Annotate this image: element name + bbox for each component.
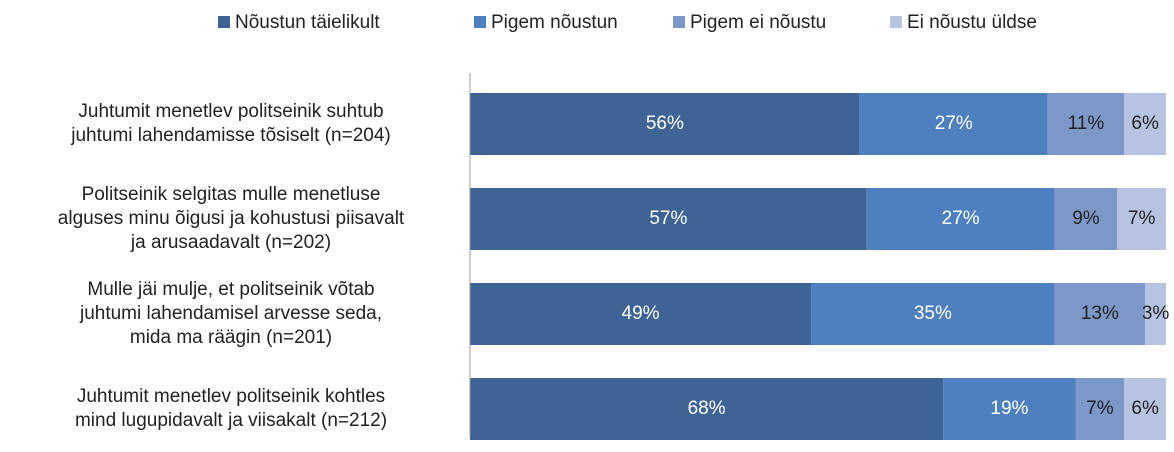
- data-label: 3%: [1142, 303, 1170, 324]
- data-label: 6%: [1131, 113, 1159, 134]
- legend-swatch: [673, 16, 685, 28]
- data-label: 56%: [646, 113, 684, 134]
- bar-segment: [470, 283, 812, 345]
- legend-swatch: [890, 16, 902, 28]
- category-label: Juhtumit menetlev politseinik kohtles mi…: [74, 386, 388, 431]
- bar-segment: [1047, 93, 1125, 155]
- bar-segment: [1124, 93, 1166, 155]
- data-label: 27%: [935, 113, 973, 134]
- data-label: 57%: [649, 208, 687, 229]
- data-label: 7%: [1086, 398, 1114, 419]
- bar-segment: [943, 378, 1076, 440]
- category-label: Mulle jäi mulje, et politseinik võtab ju…: [79, 279, 383, 348]
- data-label: 11%: [1068, 113, 1105, 134]
- data-label: 9%: [1072, 208, 1100, 229]
- data-label: 27%: [942, 208, 980, 229]
- bar-segment: [470, 188, 867, 250]
- category-label: Politseinik selgitas mulle menetluse alg…: [57, 184, 405, 253]
- bar-segment: [1075, 378, 1125, 440]
- data-label: 7%: [1128, 208, 1156, 229]
- data-label: 6%: [1131, 398, 1159, 419]
- category-label: Juhtumit menetlev politseinik suhtub juh…: [71, 101, 391, 146]
- bar-segment: [470, 378, 944, 440]
- legend-label: Pigem nõustun: [491, 12, 618, 33]
- bar-segment: [1054, 283, 1146, 345]
- bar-segment: [1145, 283, 1166, 345]
- legend-swatch: [218, 16, 230, 28]
- legend-label: Pigem ei nõustu: [690, 12, 826, 33]
- bar-segment: [470, 93, 860, 155]
- data-label: 49%: [622, 303, 660, 324]
- bar-segment: [1124, 378, 1166, 440]
- data-label: 68%: [688, 398, 726, 419]
- data-label: 19%: [990, 398, 1028, 419]
- bar-segment: [811, 283, 1055, 345]
- data-label: 35%: [914, 303, 952, 324]
- legend-label: Ei nõustu üldse: [907, 12, 1037, 33]
- bar-segment: [1117, 188, 1166, 250]
- legend-label: Nõustun täielikult: [235, 12, 380, 33]
- data-label: 13%: [1081, 303, 1119, 324]
- bar-segment: [859, 93, 1048, 155]
- bar-segment: [1054, 188, 1118, 250]
- bar-segment: [866, 188, 1055, 250]
- legend-swatch: [474, 16, 486, 28]
